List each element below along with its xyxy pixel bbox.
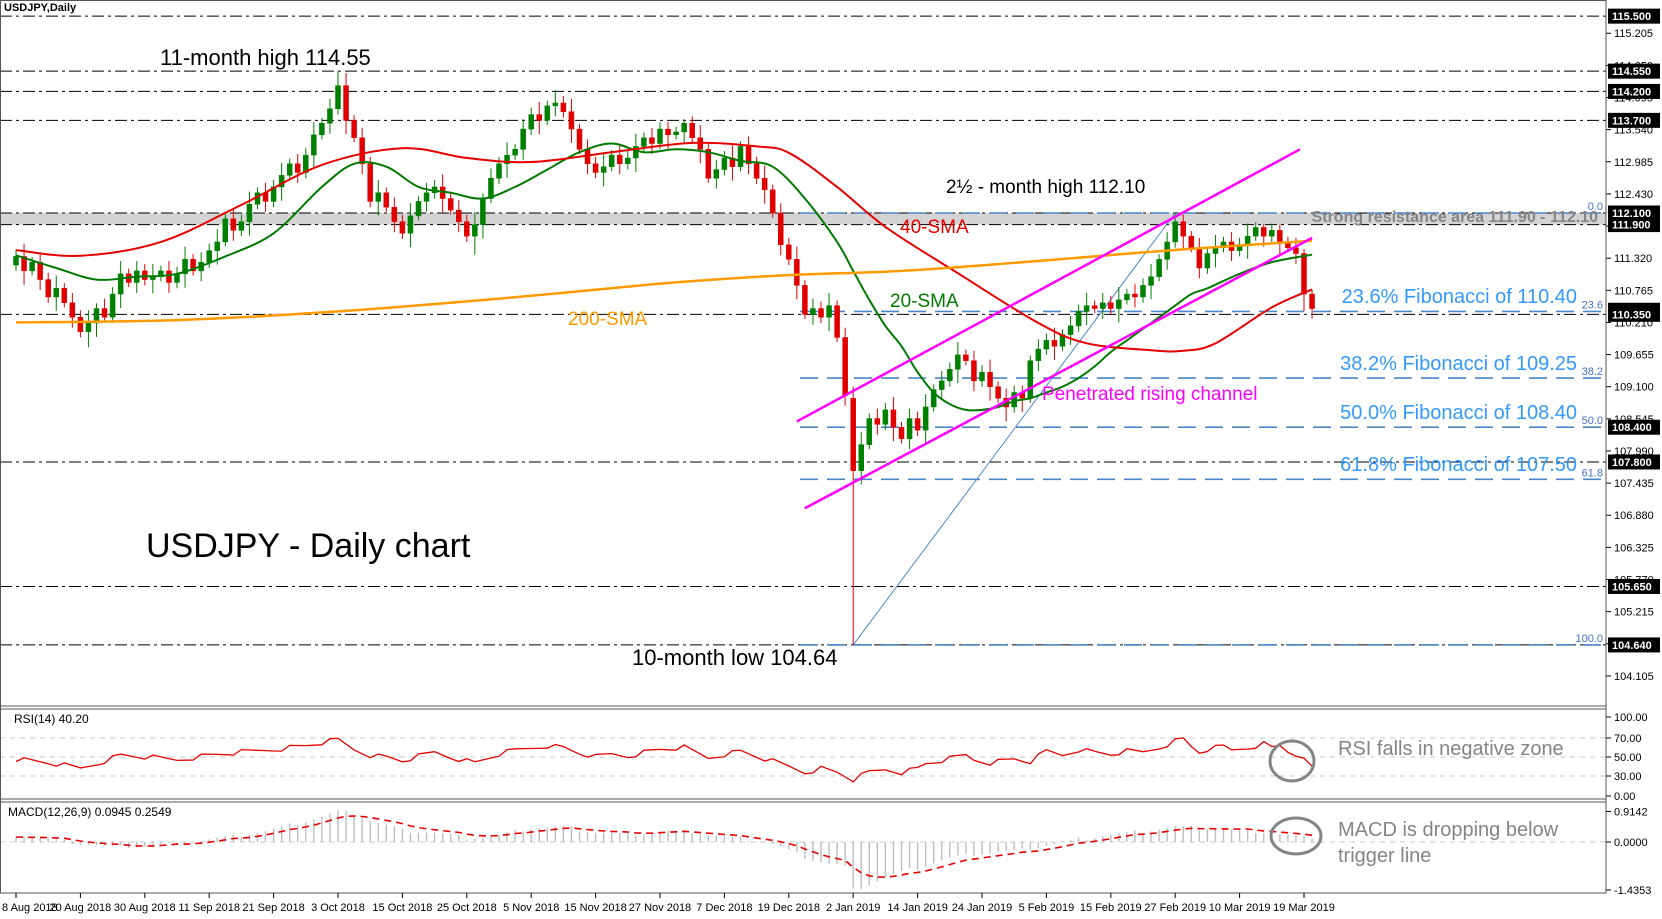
price-badge-label: 105.650: [1612, 581, 1652, 593]
date-tick-label: 2 Jan 2019: [826, 902, 880, 914]
price-tick-label: 105.215: [1614, 607, 1654, 619]
price-tick-label: 104.105: [1614, 671, 1654, 683]
price-tick-label: 110.765: [1614, 285, 1653, 297]
date-tick-label: 24 Jan 2019: [952, 902, 1013, 914]
fibonacci-layer: 0.0 23.6 38.2 50.0 61.8 100.0: [800, 201, 1606, 646]
price-badge-label: 114.550: [1612, 66, 1651, 78]
price-badge: [1608, 637, 1660, 653]
date-tick-label: 27 Nov 2018: [629, 902, 691, 914]
price-badge-label: 104.640: [1612, 640, 1652, 652]
macd-circle: [1269, 816, 1323, 856]
price-badge: [1608, 454, 1660, 470]
fib-level-label: 38.2: [1582, 366, 1603, 378]
date-tick-label: 14 Jan 2019: [887, 902, 948, 914]
rsi-circle: [1268, 739, 1316, 783]
level-lines-layer: [0, 15, 1606, 646]
date-tick-label: 7 Dec 2018: [696, 902, 752, 914]
price-tick-label: 106.325: [1614, 542, 1654, 554]
price-badge: [1608, 205, 1660, 221]
price-tick-label: 112.985: [1614, 157, 1653, 169]
price-tick-label: 107.435: [1614, 478, 1654, 490]
price-tick-label: 109.655: [1614, 350, 1654, 362]
date-tick-label: 15 Feb 2019: [1080, 902, 1142, 914]
date-tick-label: 10 Mar 2019: [1209, 902, 1271, 914]
rsi-tick-label: 70.00: [1614, 733, 1642, 745]
date-tick-label: 5 Nov 2018: [503, 902, 559, 914]
rsi-tick-label: 30.00: [1614, 771, 1642, 783]
panel-borders: [0, 0, 1607, 894]
price-badge: [1608, 83, 1660, 99]
date-tick-label: 5 Feb 2019: [1019, 902, 1075, 914]
price-badge-label: 107.800: [1612, 457, 1652, 469]
date-tick-label: 19 Dec 2018: [758, 902, 820, 914]
rsi-tick-label: 50.00: [1614, 752, 1642, 764]
date-tick-label: 8 Aug 2018: [2, 902, 58, 914]
fib-level-label: 23.6: [1582, 299, 1603, 311]
price-tick-label: 106.880: [1614, 510, 1654, 522]
date-tick-label: 11 Sep 2018: [178, 902, 240, 914]
macd-tick-label: 0.9142: [1614, 806, 1648, 818]
fib-level-label: 50.0: [1582, 415, 1603, 427]
date-tick-label: 25 Oct 2018: [437, 902, 497, 914]
moving-averages-layer: [15, 141, 1313, 412]
date-tick-label: 15 Oct 2018: [372, 902, 432, 914]
fib-level-label: 100.0: [1575, 633, 1603, 645]
price-badge: [1608, 419, 1660, 435]
price-badge: [1608, 306, 1660, 322]
date-tick-label: 15 Nov 2018: [564, 902, 626, 914]
price-badge-label: 113.700: [1612, 115, 1651, 127]
price-badge-label: 115.500: [1612, 11, 1651, 23]
price-badge: [1608, 8, 1660, 24]
date-tick-label: 21 Sep 2018: [242, 902, 304, 914]
price-badge-label: 114.200: [1612, 86, 1651, 98]
candles-layer: [13, 71, 1315, 645]
price-badge: [1608, 578, 1660, 594]
date-tick-label: 27 Feb 2019: [1144, 902, 1206, 914]
rising-channel-layer: [796, 148, 1313, 510]
price-badge: [1608, 112, 1660, 128]
price-badge-label: 110.350: [1612, 309, 1651, 321]
price-badge: [1608, 217, 1660, 233]
price-tick-label: 109.100: [1614, 382, 1654, 394]
fib-level-label: 0.0: [1588, 201, 1603, 213]
price-badge: [1608, 63, 1660, 79]
price-tick-label: 111.320: [1614, 253, 1652, 265]
rsi-panel: 100.00 70.00 50.00 30.00 0.00: [0, 712, 1648, 803]
rsi-tick-label: 100.00: [1614, 712, 1648, 724]
price-badge-label: 108.400: [1612, 422, 1652, 434]
date-tick-label: 20 Aug 2018: [50, 902, 112, 914]
macd-tick-label: 0.0000: [1614, 837, 1648, 849]
fib-level-label: 61.8: [1582, 467, 1603, 479]
date-tick-label: 3 Oct 2018: [311, 902, 365, 914]
highlight-circles: [1268, 739, 1323, 856]
macd-tick-label: -1.4353: [1614, 885, 1651, 897]
resistance-band-layer: [0, 213, 1606, 225]
price-badge-label: 111.900: [1612, 220, 1651, 232]
date-tick-label: 19 Mar 2019: [1273, 902, 1335, 914]
rsi-tick-label: 0.00: [1614, 791, 1635, 803]
macd-panel: 0.9142 0.0000 -1.4353: [0, 806, 1651, 897]
price-tick-label: 115.205: [1614, 28, 1653, 40]
price-tick-label: 112.430: [1614, 189, 1653, 201]
price-badge-label: 112.100: [1612, 208, 1651, 220]
date-tick-label: 30 Aug 2018: [114, 902, 176, 914]
